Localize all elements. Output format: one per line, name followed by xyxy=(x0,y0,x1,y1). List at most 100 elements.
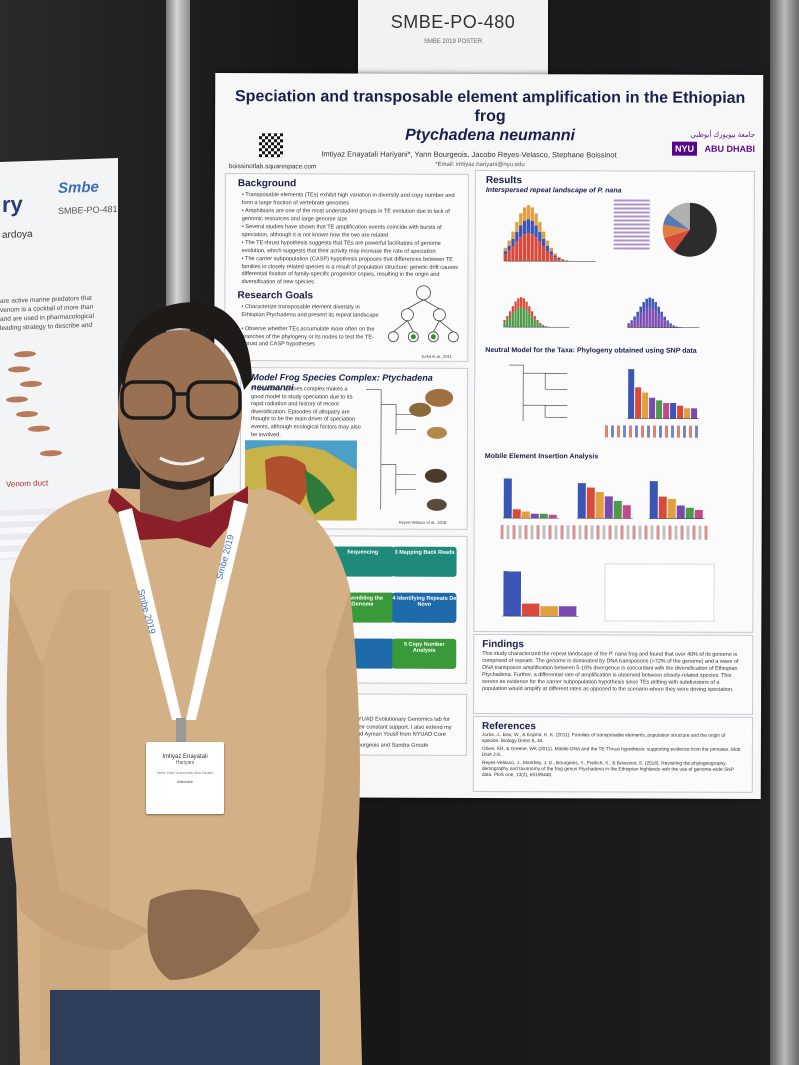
landscape-bar xyxy=(651,298,654,309)
repeat-landscape-histogram xyxy=(503,205,596,262)
landscape-bar xyxy=(672,325,675,327)
landscape-bar xyxy=(514,301,517,311)
landscape-bar xyxy=(515,241,519,262)
landscape-bar xyxy=(530,311,534,317)
landscape-bar xyxy=(549,254,553,262)
landscape-bar xyxy=(557,257,561,260)
frog-image xyxy=(426,498,447,511)
landscape-bar xyxy=(645,298,648,309)
landscape-bar xyxy=(519,213,523,226)
background-bullet: Transposable elements (TEs) exhibit high… xyxy=(242,192,464,208)
poster-email: *Email: imtiyaz.hariyani@nyu.edu xyxy=(435,161,525,169)
landscape-bar xyxy=(533,319,536,328)
landscape-bar xyxy=(507,245,511,251)
landscape-bar xyxy=(657,306,660,314)
bar-mark xyxy=(521,603,540,617)
landscape-bar xyxy=(538,241,542,262)
frog-image xyxy=(425,388,454,407)
landscape-bar xyxy=(503,251,507,255)
references-title: References xyxy=(481,720,536,733)
landscape-bar xyxy=(518,237,523,262)
landscape-bar xyxy=(549,251,553,255)
landscape-bar xyxy=(669,323,672,325)
landscape-bar xyxy=(517,307,520,328)
nyu-abu-dhabi-logo: جامعة نيويورك أبوظبي NYU ABU DHABI xyxy=(635,131,755,156)
landscape-bar xyxy=(515,222,519,232)
bar-mark xyxy=(512,509,521,519)
bar-mark xyxy=(548,514,557,519)
neighbor-code: SMBE-PO-481 xyxy=(58,203,118,217)
landscape-bar xyxy=(545,240,550,246)
landscape-bar xyxy=(503,319,506,323)
landscape-bar xyxy=(549,247,553,252)
bar-mark xyxy=(530,513,539,519)
landscape-bar xyxy=(654,302,657,311)
bar-mark xyxy=(694,509,703,519)
sign-code: SMBE-PO-480 xyxy=(390,12,516,32)
method-step: 3 Mapping Back Reads xyxy=(392,546,457,577)
landscape-bar xyxy=(519,225,523,238)
landscape-bar xyxy=(648,297,651,308)
background-bullet: Several studies have shown that TE ampli… xyxy=(242,224,464,240)
lab-website: boissinotlab.squarespace.com xyxy=(228,163,317,171)
landscape-bar xyxy=(553,253,557,256)
landscape-bar xyxy=(633,320,636,328)
mei-bar-chart xyxy=(648,481,705,520)
landscape-bar xyxy=(561,259,565,260)
landscape-bar xyxy=(503,254,507,262)
background-bullet: The carrier subpopulation (CASP) hypothe… xyxy=(242,256,464,287)
landscape-bar xyxy=(526,219,531,234)
landscape-bar xyxy=(507,240,511,246)
landscape-bar xyxy=(645,308,648,328)
badge-role: Attendee xyxy=(176,779,193,784)
landscape-bar xyxy=(545,245,550,251)
bar-mark xyxy=(635,387,642,419)
landscape-bar xyxy=(511,313,514,328)
landscape-bar xyxy=(514,310,517,328)
poster-title-line1: Speciation and transposable element ampl… xyxy=(234,88,746,126)
landscape-bar xyxy=(536,320,539,323)
species-phylogeny-tree xyxy=(366,389,417,510)
landscape-bar xyxy=(642,310,645,328)
landscape-bar xyxy=(525,301,528,311)
landscape-bar xyxy=(541,324,545,326)
pie-slice xyxy=(662,224,690,238)
bar-mark xyxy=(539,513,548,519)
landscape-bar xyxy=(522,207,527,221)
presence-matrix xyxy=(604,425,702,438)
mei-summary-chart xyxy=(502,571,579,617)
findings-text: This study characterized the repeat land… xyxy=(482,650,739,693)
mei-bar-chart xyxy=(576,483,633,519)
landscape-bar xyxy=(538,222,542,232)
landscape-bar xyxy=(522,307,525,328)
landscape-bar xyxy=(515,231,519,242)
background-section: Background Transposable elements (TEs) e… xyxy=(224,173,469,362)
landscape-bar xyxy=(526,205,531,220)
landscape-bar xyxy=(657,313,660,328)
landscape-bar xyxy=(533,316,536,320)
species-landscape-histogram-2 xyxy=(627,297,700,328)
landscape-bar xyxy=(633,316,636,321)
bar-mark xyxy=(677,405,684,419)
species-landscape-histogram xyxy=(503,297,570,328)
snp-phylogeny xyxy=(509,364,568,422)
landscape-bar xyxy=(511,238,515,247)
map-lowlands xyxy=(304,470,335,515)
landscape-bar xyxy=(639,306,642,314)
landscape-bar xyxy=(660,311,663,318)
findings-section: Findings This study characterized the re… xyxy=(473,633,754,715)
research-poster: Speciation and transposable element ampl… xyxy=(212,73,764,799)
landscape-bar xyxy=(522,298,525,308)
method-step: 4 Identifying Repeats De Novo xyxy=(392,592,457,623)
poster-number-sign: SMBE-PO-480 SMBE 2019 POSTER xyxy=(358,0,548,76)
landscape-bar xyxy=(536,322,539,328)
landscape-bar xyxy=(503,322,506,328)
landscape-bar xyxy=(627,323,630,325)
landscape-bar xyxy=(539,322,542,325)
landscape-bar xyxy=(654,310,657,328)
background-bullet: The TE-thrust hypothesis suggests that T… xyxy=(242,240,464,256)
bar-mark xyxy=(586,487,595,519)
badge-surname: Hariyani xyxy=(175,760,195,766)
frog-image xyxy=(426,426,448,439)
metal-pole-right xyxy=(770,0,799,1065)
